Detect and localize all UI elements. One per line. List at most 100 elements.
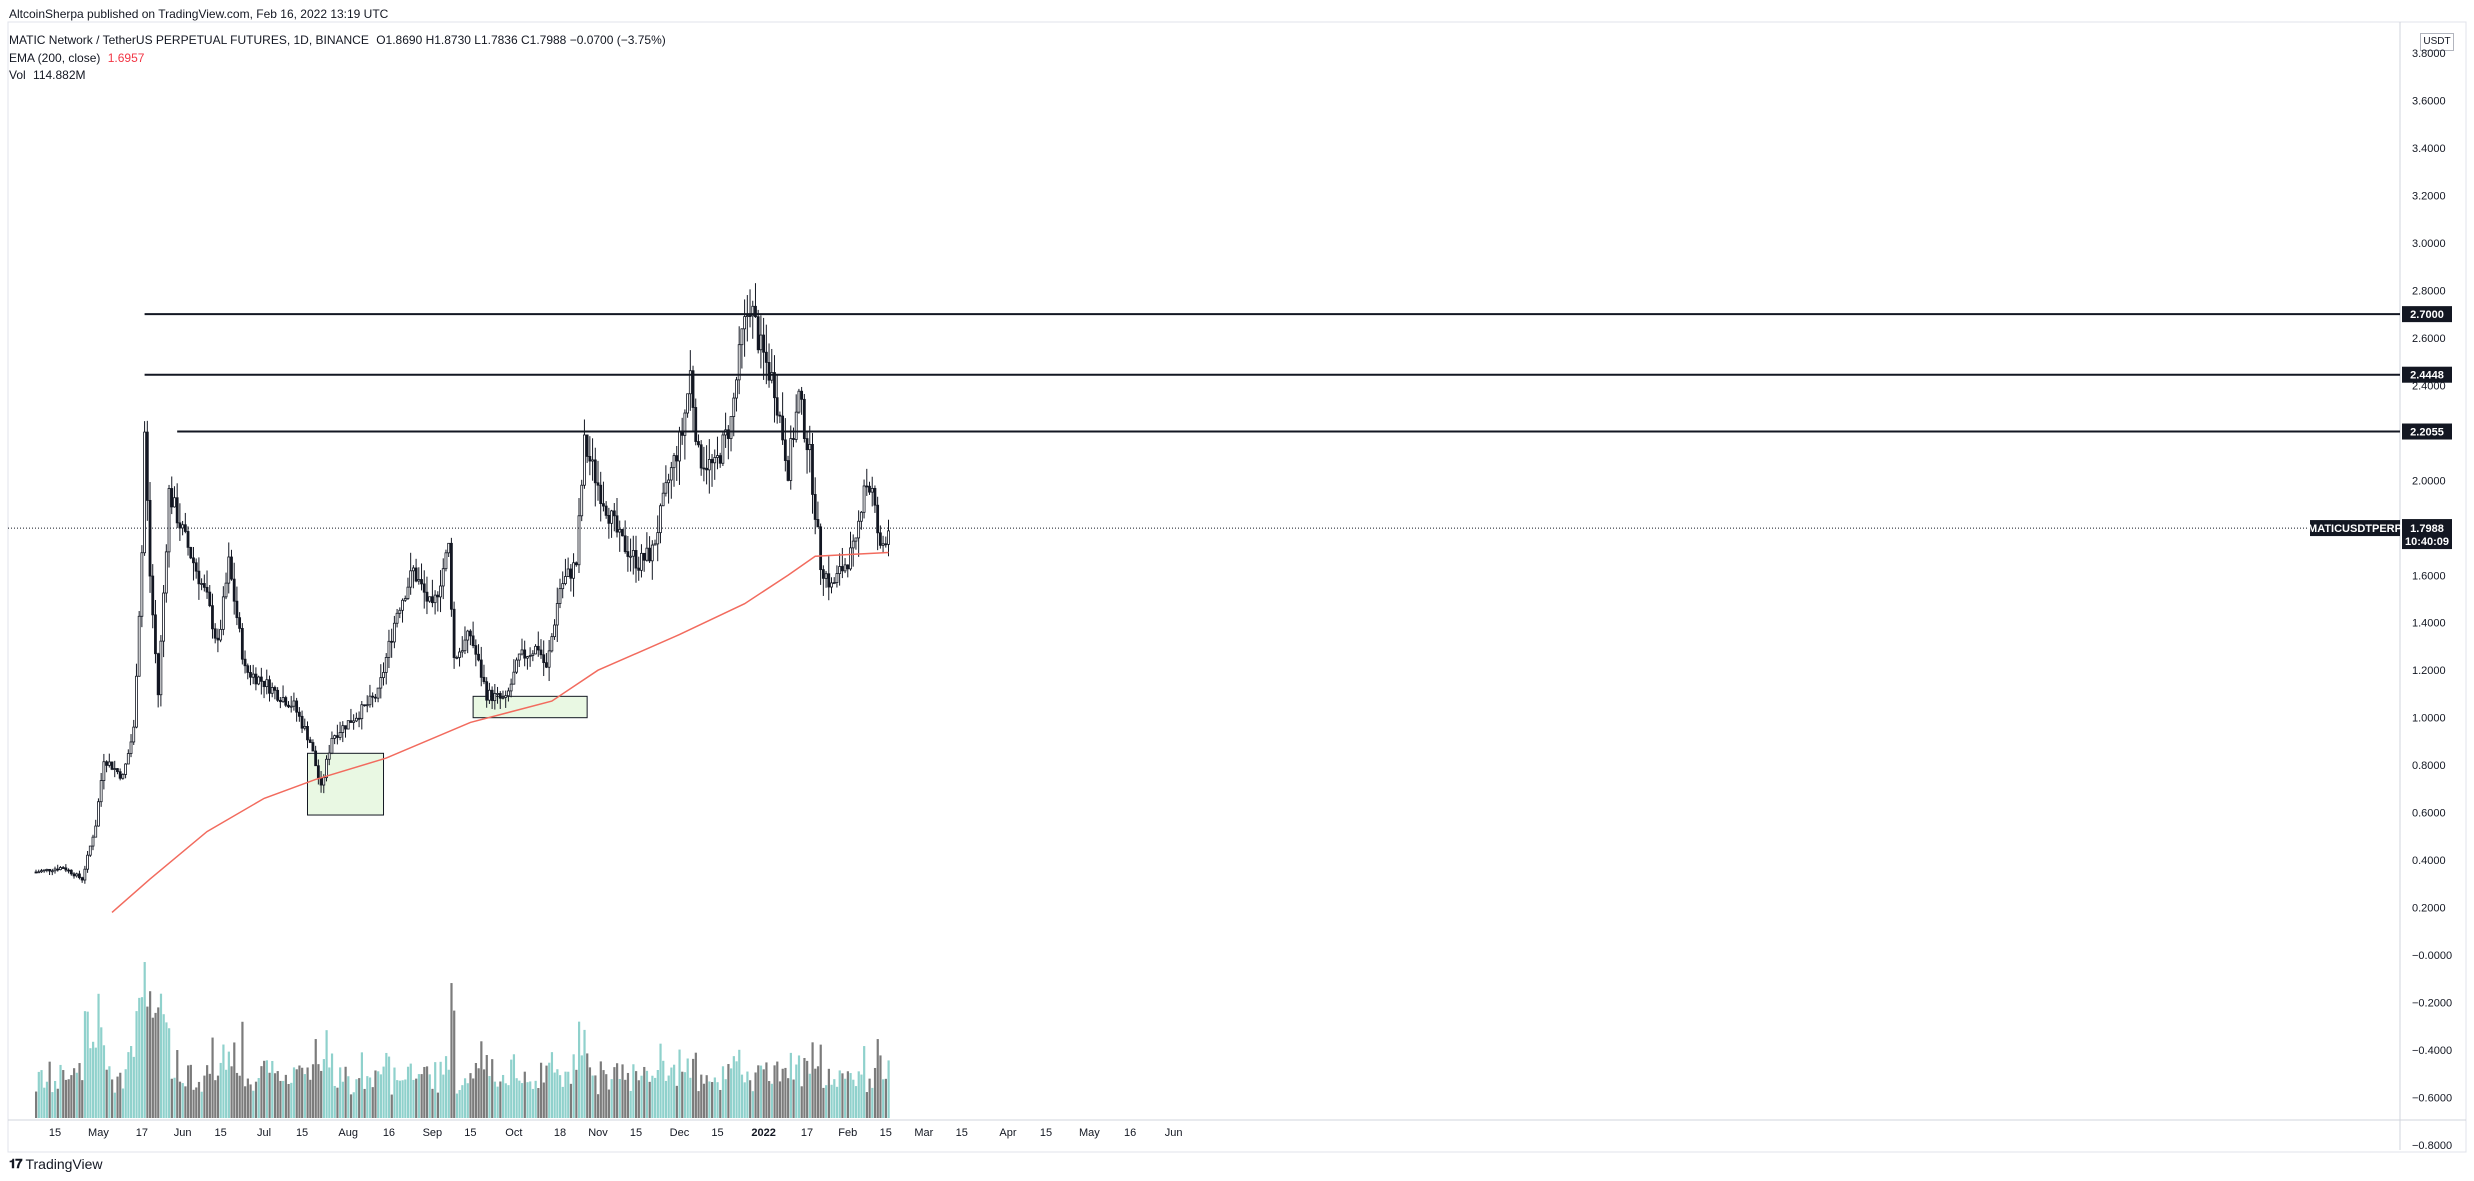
- volume-bar: [140, 997, 144, 1118]
- candle-body: [322, 777, 326, 786]
- volume-bar: [602, 1070, 605, 1118]
- volume-bar: [249, 1084, 252, 1118]
- currency-selector[interactable]: USDT: [2420, 33, 2454, 51]
- candle-body: [509, 683, 513, 692]
- candle-body: [80, 877, 84, 881]
- candle-body: [691, 370, 695, 408]
- candle-body: [401, 599, 404, 611]
- volume-bar: [333, 1085, 336, 1118]
- level-price-label: 2.2055: [2410, 427, 2444, 439]
- candle-body: [387, 640, 391, 658]
- candle-body: [107, 761, 111, 766]
- volume-bar: [708, 1081, 711, 1118]
- candle-body: [455, 657, 459, 659]
- candle-body: [876, 504, 880, 534]
- volume-bar: [374, 1070, 377, 1118]
- volume-bar: [287, 1083, 290, 1118]
- candle-body: [694, 407, 698, 442]
- candle-body: [384, 657, 388, 673]
- volume-bar: [86, 1011, 89, 1118]
- bar-countdown-label: 10:40:09: [2405, 536, 2449, 548]
- volume-bar: [165, 1022, 168, 1118]
- x-tick-label: Dec: [670, 1127, 690, 1139]
- candle-body: [265, 679, 269, 688]
- volume-bar: [284, 1074, 287, 1118]
- volume-value: 114.882M: [33, 68, 86, 82]
- volume-bar: [702, 1083, 706, 1118]
- volume-bar: [268, 1072, 271, 1118]
- symbol-name[interactable]: MATIC Network / TetherUS PERPETUAL FUTUR…: [9, 33, 369, 47]
- candle-body: [667, 479, 670, 484]
- candle-body: [653, 543, 657, 546]
- candle-body: [764, 351, 768, 363]
- x-tick-label: 16: [383, 1127, 395, 1139]
- candle-body: [629, 555, 632, 558]
- candle-body: [824, 573, 828, 579]
- candle-body: [59, 867, 62, 871]
- volume-legend[interactable]: Vol 114.882M: [9, 67, 86, 83]
- volume-bar: [594, 1075, 597, 1118]
- volume-bar: [404, 1079, 407, 1118]
- x-tick-label: 15: [880, 1127, 892, 1139]
- volume-bar: [860, 1074, 863, 1118]
- volume-bar: [645, 1070, 649, 1118]
- volume-bar: [789, 1052, 792, 1118]
- candle-body: [591, 459, 594, 462]
- y-tick-label: 0.8000: [2412, 760, 2446, 772]
- candle-body: [821, 569, 825, 579]
- candle-body: [249, 672, 252, 678]
- candle-body: [178, 522, 182, 529]
- candle-body: [319, 777, 323, 786]
- tradingview-footer[interactable]: 𝟏𝟕 TradingView: [9, 1156, 103, 1172]
- candle-body: [490, 689, 494, 702]
- candle-body: [86, 854, 89, 870]
- ema-legend[interactable]: EMA (200, close) 1.6957: [9, 50, 144, 66]
- candle-body: [259, 676, 263, 682]
- volume-bar: [659, 1043, 662, 1118]
- candle-body: [716, 455, 719, 458]
- volume-bar: [415, 1078, 418, 1118]
- candle-body: [737, 344, 741, 381]
- volume-bar: [105, 1069, 108, 1118]
- x-tick-label: Jun: [1165, 1127, 1183, 1139]
- candle-body: [251, 673, 255, 678]
- candle-body: [422, 583, 426, 593]
- ema-200-line[interactable]: [111, 551, 889, 913]
- candle-body: [580, 484, 584, 517]
- volume-bar: [290, 1082, 293, 1118]
- volume-bar: [816, 1066, 820, 1118]
- level-price-label: 2.7000: [2410, 309, 2444, 321]
- volume-bar: [773, 1065, 776, 1118]
- candle-body: [577, 515, 581, 566]
- volume-bar: [854, 1086, 858, 1118]
- candle-body: [181, 524, 185, 529]
- candle-body: [726, 429, 730, 439]
- volume-bar: [336, 1087, 339, 1118]
- x-tick-label: 17: [136, 1127, 148, 1139]
- candle-body: [558, 588, 562, 604]
- candle-body: [813, 494, 817, 520]
- candle-body: [751, 305, 755, 317]
- volume-bar: [648, 1081, 651, 1118]
- volume-bar: [800, 1086, 803, 1118]
- volume-bar: [643, 1066, 646, 1118]
- volume-bar: [222, 1044, 225, 1118]
- candle-body: [219, 628, 223, 641]
- volume-bar: [523, 1071, 526, 1118]
- candle-body: [439, 585, 442, 598]
- y-tick-label: 3.4000: [2412, 143, 2446, 155]
- volume-bar: [100, 1027, 103, 1118]
- volume-bar: [339, 1067, 342, 1118]
- volume-bar: [591, 1075, 594, 1118]
- candle-body: [110, 761, 114, 770]
- candle-body: [526, 656, 529, 659]
- candle-body: [346, 720, 350, 730]
- candle-body: [504, 695, 508, 698]
- candle-body: [572, 562, 575, 579]
- volume-bar: [681, 1071, 684, 1118]
- volume-bar: [252, 1090, 255, 1118]
- volume-bar: [143, 962, 146, 1118]
- candle-body: [770, 372, 774, 381]
- volume-bar: [784, 1067, 787, 1118]
